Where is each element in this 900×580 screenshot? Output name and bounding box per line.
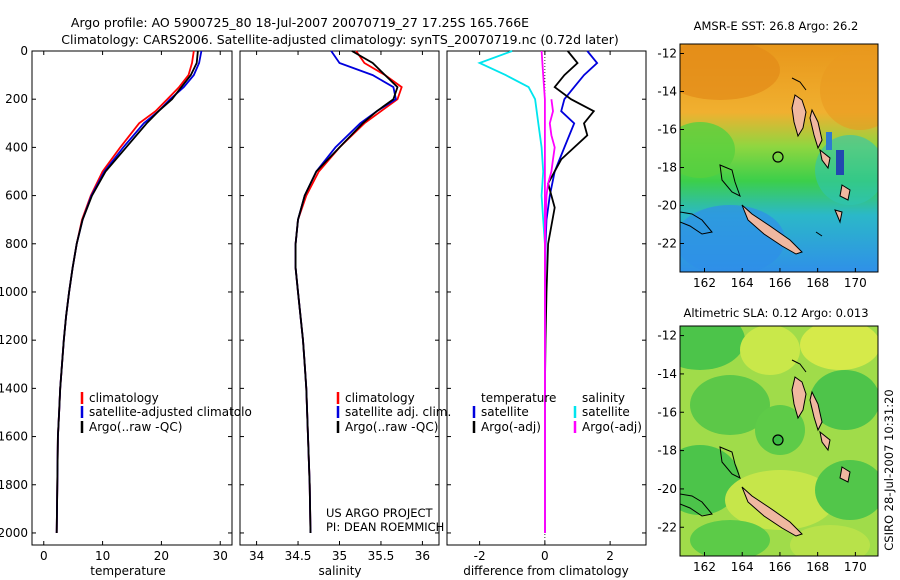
map-x-tick-label: 166 bbox=[768, 560, 791, 574]
series-line-climatology bbox=[55, 50, 195, 534]
sst-map-axes: 162 164 166 168 170 -12 -14 -16 -18 -20 -22 bbox=[657, 47, 866, 291]
map-y-tick-label: -22 bbox=[657, 237, 677, 251]
credit-line2: PI: DEAN ROEMMICH bbox=[326, 520, 444, 534]
map-y-tick-label: -16 bbox=[657, 123, 677, 137]
sst-map-field bbox=[680, 44, 878, 272]
y-tick-label: 800 bbox=[5, 237, 28, 251]
x-tick-label: 20 bbox=[154, 549, 169, 563]
map-y-tick-label: -18 bbox=[657, 444, 677, 458]
x-tick-label: 2 bbox=[606, 549, 614, 563]
side-timestamp: CSIRO 28-Jul-2007 10:31:20 bbox=[882, 389, 896, 550]
map-y-tick-label: -12 bbox=[657, 329, 677, 343]
map-x-tick-label: 170 bbox=[844, 276, 867, 290]
salinity-legend: climatology satellite adj. clim. Argo(..… bbox=[336, 391, 451, 434]
map-y-tick-label: -22 bbox=[657, 520, 677, 534]
x-tick-label: 30 bbox=[213, 549, 228, 563]
x-tick-label: 35.5 bbox=[368, 549, 395, 563]
map-y-tick-label: -20 bbox=[657, 199, 677, 213]
map-y-tick-label: -16 bbox=[657, 405, 677, 419]
legend-label: climatology bbox=[89, 391, 159, 405]
sst-map-frame bbox=[679, 43, 879, 273]
argo-float-marker bbox=[772, 434, 784, 446]
legend-label: satellite bbox=[582, 405, 630, 419]
legend-label: Argo(-adj) bbox=[582, 420, 642, 434]
map-x-tick-label: 164 bbox=[731, 276, 754, 290]
map-x-tick-label: 166 bbox=[768, 276, 791, 290]
legend-label: Argo(..raw -QC) bbox=[345, 420, 438, 434]
x-tick-label: 0 bbox=[541, 549, 549, 563]
temperature-xlabel: temperature bbox=[90, 564, 165, 578]
sla-map-field bbox=[680, 326, 878, 556]
temperature-chart: 0 10 20 30 0 200 400 600 800 1000 1200 1400 1600 1800… bbox=[0, 44, 232, 563]
series-line-salinity-satellite bbox=[477, 50, 546, 533]
difference-chart: -2 0 2 bbox=[447, 50, 646, 563]
series-line-satellite-adjusted-climatology bbox=[55, 50, 203, 534]
map-x-tick-label: 162 bbox=[693, 276, 716, 290]
legend-label: satellite bbox=[481, 405, 529, 419]
salinity-xlabel: salinity bbox=[318, 564, 361, 578]
legend-label: climatology bbox=[345, 391, 415, 405]
salinity-panel-frame bbox=[239, 50, 440, 546]
x-tick-label: 0 bbox=[40, 549, 48, 563]
y-tick-label: 1800 bbox=[0, 478, 28, 492]
legend-label: satellite-adjusted climatolo bbox=[89, 405, 252, 419]
x-tick-label: 35 bbox=[332, 549, 347, 563]
y-tick-label: 1200 bbox=[0, 333, 28, 347]
series-line-argo-raw-qc- bbox=[294, 50, 399, 534]
y-tick-label: 400 bbox=[5, 140, 28, 154]
map-y-tick-label: -18 bbox=[657, 161, 677, 175]
credit-line1: US ARGO PROJECT bbox=[326, 506, 434, 520]
map-x-tick-label: 168 bbox=[806, 560, 829, 574]
sla-map-axes: 162 164 166 168 170 -12 -14 -16 -18 -20 -22 bbox=[657, 329, 866, 574]
y-tick-label: 1600 bbox=[0, 430, 28, 444]
legend-title-temperature: temperature bbox=[481, 391, 556, 405]
figure-title-line1: Argo profile: AO 5900725_80 18-Jul-2007 … bbox=[71, 15, 529, 30]
y-tick-label: 0 bbox=[20, 44, 28, 58]
x-tick-label: 10 bbox=[95, 549, 110, 563]
series-line-satellite-adj-clim- bbox=[294, 50, 397, 534]
sla-map-frame bbox=[679, 325, 879, 557]
y-tick-label: 2000 bbox=[0, 526, 28, 540]
y-tick-label: 200 bbox=[5, 92, 28, 106]
map-x-tick-label: 164 bbox=[731, 560, 754, 574]
difference-panel-frame bbox=[446, 50, 647, 546]
temperature-legend: climatology satellite-adjusted climatolo… bbox=[80, 391, 252, 434]
y-tick-label: 1400 bbox=[0, 381, 28, 395]
y-tick-label: 1000 bbox=[0, 285, 28, 299]
legend-title-salinity: salinity bbox=[582, 391, 625, 405]
map-y-tick-label: -14 bbox=[657, 85, 677, 99]
legend-label: satellite adj. clim. bbox=[345, 405, 451, 419]
map-y-tick-label: -14 bbox=[657, 367, 677, 381]
argo-float-marker bbox=[772, 151, 784, 163]
x-tick-label: 36 bbox=[415, 549, 430, 563]
x-tick-label: 34 bbox=[249, 549, 264, 563]
map-y-tick-label: -20 bbox=[657, 482, 677, 496]
sla-map-title: Altimetric SLA: 0.12 Argo: 0.013 bbox=[683, 306, 868, 320]
series-line-climatology bbox=[294, 50, 403, 534]
y-tick-label: 600 bbox=[5, 189, 28, 203]
x-tick-label: -2 bbox=[474, 549, 486, 563]
figure-title-line2: Climatology: CARS2006. Satellite-adjuste… bbox=[61, 32, 618, 47]
x-tick-label: 34.5 bbox=[285, 549, 312, 563]
map-x-tick-label: 162 bbox=[693, 560, 716, 574]
difference-xlabel: difference from climatology bbox=[463, 564, 629, 578]
map-x-tick-label: 170 bbox=[844, 560, 867, 574]
difference-legend: temperature satellite Argo(-adj) salinit… bbox=[472, 391, 642, 434]
salinity-chart: 34 34.5 35 35.5 36 bbox=[240, 50, 439, 563]
series-line-temperature-argo-adj- bbox=[544, 50, 596, 533]
temperature-panel-frame bbox=[31, 50, 233, 546]
legend-label: Argo(..raw -QC) bbox=[89, 420, 182, 434]
sst-map-title: AMSR-E SST: 26.8 Argo: 26.2 bbox=[694, 19, 859, 33]
map-y-tick-label: -12 bbox=[657, 47, 677, 61]
map-x-tick-label: 168 bbox=[806, 276, 829, 290]
series-line-salinity-argo-adj- bbox=[544, 99, 556, 533]
legend-label: Argo(-adj) bbox=[481, 420, 541, 434]
series-line-temperature-satellite bbox=[544, 50, 599, 533]
series-line-argo-raw-qc- bbox=[55, 50, 199, 534]
